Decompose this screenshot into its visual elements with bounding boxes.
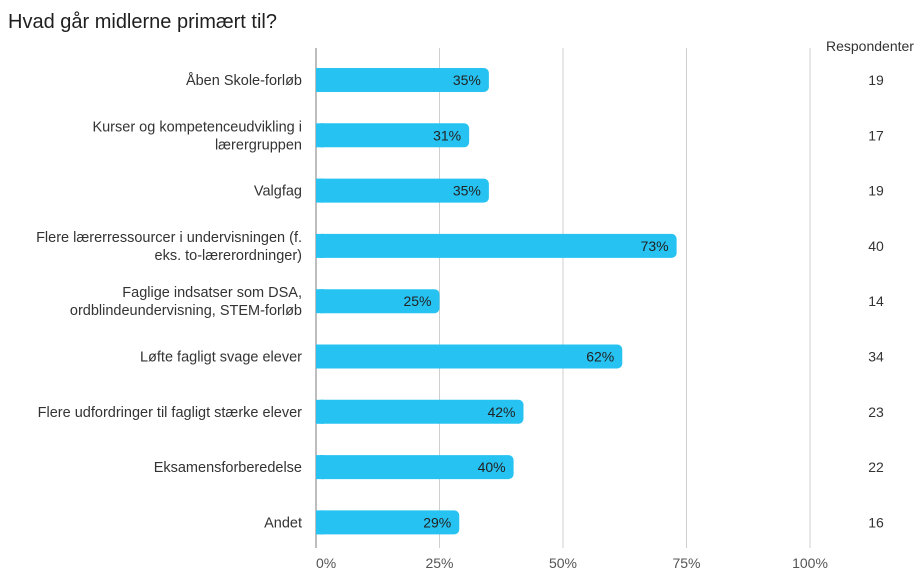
x-tick-label: 25% — [425, 555, 453, 571]
bar-value-label: 25% — [403, 293, 431, 309]
category-label: Eksamensforberedelse — [154, 460, 302, 476]
bars — [316, 68, 677, 535]
category-label: Valgfag — [254, 184, 302, 200]
category-label: Andet — [264, 515, 302, 531]
x-tick-label: 100% — [792, 555, 828, 571]
bar-value-label: 35% — [453, 183, 481, 199]
labels: 0% 25% 50% 75% 100% 35% Åben Skole-forløb 19 31%… — [36, 72, 884, 571]
bar — [316, 233, 677, 258]
category-label: Kurser og kompetenceudvikling i — [92, 119, 302, 135]
chart-title: Hvad går midlerne primært til? — [8, 11, 277, 33]
bar-value-label: 40% — [478, 459, 506, 475]
bar-value-label: 31% — [433, 127, 461, 143]
bar — [316, 455, 514, 480]
respondents-header: Respondenter — [826, 38, 914, 54]
category-label: Flere udfordringer til fagligt stærke el… — [38, 405, 303, 421]
bar-left-edge — [316, 233, 324, 258]
bar — [316, 289, 440, 314]
category-label: lærergruppen — [215, 137, 302, 153]
bar-value-label: 29% — [423, 514, 451, 530]
x-tick-label: 50% — [549, 555, 577, 571]
category-label: Flere lærerressourcer i undervisningen (… — [36, 230, 302, 246]
x-tick-label: 0% — [316, 555, 336, 571]
bar-left-edge — [316, 510, 324, 535]
bar-left-edge — [316, 123, 324, 148]
bar — [316, 68, 489, 92]
respondents-count: 40 — [868, 238, 884, 254]
bar-left-edge — [316, 399, 324, 424]
bar-value-label: 73% — [641, 238, 669, 254]
respondents-count: 19 — [868, 72, 884, 88]
bar-left-edge — [316, 344, 324, 369]
category-label: Faglige indsatser som DSA, — [122, 285, 302, 301]
respondents-count: 16 — [868, 514, 884, 530]
bar-left-edge — [316, 455, 324, 480]
bar-value-label: 35% — [453, 72, 481, 88]
bar-value-label: 62% — [586, 349, 614, 365]
category-label: ordblindeundervisning, STEM-forløb — [70, 303, 302, 319]
bar — [316, 510, 460, 535]
x-tick-label: 75% — [672, 555, 700, 571]
bar-value-label: 42% — [487, 404, 515, 420]
bar-left-edge — [316, 178, 324, 203]
respondents-count: 22 — [868, 459, 884, 475]
bar-left-edge — [316, 289, 324, 314]
respondents-count: 14 — [868, 293, 884, 309]
bar — [316, 344, 623, 369]
category-label: eks. to-lærerordninger) — [155, 248, 302, 264]
respondents-count: 23 — [868, 404, 884, 420]
respondents-count: 17 — [868, 127, 884, 143]
bar — [316, 399, 524, 424]
bar-left-edge — [316, 68, 324, 92]
bar — [316, 178, 489, 203]
category-label: Åben Skole-forløb — [186, 72, 302, 89]
category-label: Løfte fagligt svage elever — [140, 350, 302, 366]
respondents-count: 19 — [868, 183, 884, 199]
respondents-count: 34 — [868, 349, 884, 365]
bar — [316, 123, 470, 148]
